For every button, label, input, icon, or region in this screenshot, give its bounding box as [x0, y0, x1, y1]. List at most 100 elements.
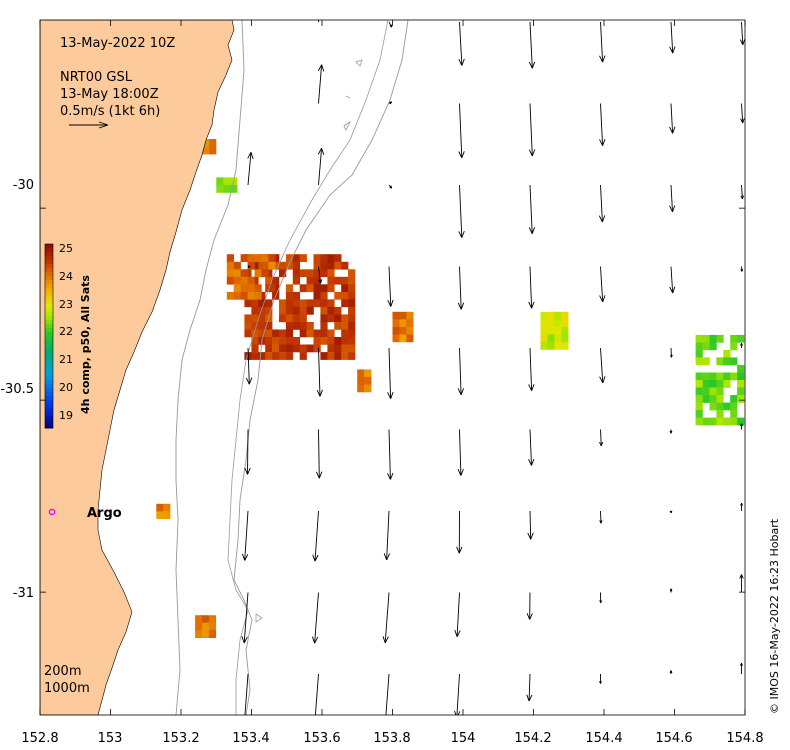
sst-pixel — [233, 284, 241, 293]
x-axis-labels: 152.8 153 153.2 153.4 153.6 153.8 154 15… — [21, 731, 763, 746]
colorbar-swatch — [45, 272, 53, 277]
current-arrow — [457, 429, 464, 476]
sst-pixel — [723, 357, 731, 366]
sst-pixel — [299, 314, 307, 323]
colorbar-swatch — [45, 336, 53, 341]
sst-pixel — [695, 387, 703, 396]
current-arrow — [241, 510, 249, 561]
sst-pixel — [313, 299, 321, 308]
sst-pixel — [341, 299, 349, 308]
sst-pixel — [254, 254, 262, 262]
sst-pixel — [399, 319, 407, 328]
colorbar-swatch — [45, 300, 53, 305]
colorbar-swatch — [45, 292, 53, 297]
sst-pixel — [202, 139, 210, 147]
sst-pixel — [702, 387, 710, 396]
colorbar-swatch — [45, 308, 53, 313]
sst-pixel — [716, 334, 724, 343]
sst-pixel — [327, 329, 335, 338]
current-arrow — [669, 103, 676, 134]
sst-pixel — [695, 417, 703, 426]
sst-pixel — [695, 334, 703, 343]
sst-pixel — [348, 344, 356, 353]
y-tick-label: -31 — [13, 586, 34, 601]
sst-pixel — [216, 185, 224, 193]
sst-pixel — [561, 311, 569, 320]
colorbar-swatch — [45, 256, 53, 261]
sst-pixel — [208, 622, 217, 631]
sst-pixel — [695, 357, 703, 366]
current-arrow — [599, 592, 603, 603]
sst-pixel — [364, 369, 372, 378]
sst-pixel — [406, 319, 414, 328]
sst-pixel — [268, 284, 276, 293]
sst-pixel — [285, 306, 294, 315]
colorbar-label: 22 — [59, 325, 73, 338]
current-arrow — [740, 343, 743, 348]
sst-pixel — [320, 329, 328, 338]
sst-pixel — [292, 322, 300, 330]
current-arrow — [599, 21, 606, 63]
sst-pixel — [216, 177, 224, 186]
current-arrow — [457, 347, 465, 395]
colorbar-label: 19 — [59, 409, 73, 422]
sst-pixel — [279, 299, 287, 308]
sst-pixel — [341, 314, 349, 323]
colorbar: 25 24 23 22 21 20 19 4h comp, p50, All S… — [44, 242, 92, 429]
sst-pixel — [320, 337, 328, 345]
colorbar-swatch — [45, 264, 53, 269]
sst-pixel — [327, 306, 335, 315]
current-arrow — [458, 184, 465, 238]
sst-pixel — [348, 291, 356, 300]
current-arrow — [457, 266, 465, 310]
sst-pixel — [251, 322, 259, 330]
sst-pixel — [292, 299, 300, 308]
sst-pixel — [251, 329, 259, 338]
sst-pixel — [272, 329, 280, 338]
sst-pixel — [540, 334, 548, 343]
land-coastline — [40, 20, 235, 715]
colorbar-swatch — [45, 284, 53, 289]
current-arrow — [739, 662, 744, 674]
sst-pixel — [695, 395, 703, 403]
sst-pixel — [348, 337, 356, 345]
sst-pixel — [364, 376, 372, 385]
colorbar-swatch — [45, 380, 53, 385]
sst-pixel — [258, 299, 266, 308]
sst-pixel — [279, 306, 287, 315]
current-arrow — [318, 20, 320, 23]
colorbar-swatch — [45, 248, 53, 253]
current-arrow — [388, 21, 393, 28]
colorbar-label: 25 — [59, 242, 73, 255]
colorbar-label: 24 — [59, 270, 73, 283]
sst-pixel — [334, 314, 342, 323]
contour-1000m — [233, 20, 409, 715]
sst-pixel — [285, 299, 294, 308]
sst-pixel — [247, 261, 255, 270]
sst-pixel — [730, 402, 738, 411]
colorbar-swatch — [45, 360, 53, 365]
sst-pixel — [208, 630, 217, 638]
sst-pixel — [285, 344, 294, 353]
sst-pixel — [247, 276, 255, 285]
sst-pixel — [554, 311, 562, 320]
sst-pixel — [540, 311, 548, 320]
sst-pixel — [709, 342, 717, 351]
argo-float-marker[interactable] — [48, 508, 56, 516]
sst-pixel — [723, 380, 731, 388]
sst-pixel — [702, 334, 710, 343]
sst-pixel — [209, 139, 217, 147]
sst-pixel — [320, 284, 328, 293]
sst-pixel — [399, 334, 407, 343]
contour-200m — [175, 20, 245, 715]
current-arrow — [241, 592, 249, 644]
sst-pixel — [306, 329, 314, 338]
x-tick-label: 154.8 — [726, 731, 763, 746]
sst-pixel — [348, 314, 356, 323]
colorbar-swatch — [45, 348, 53, 353]
sst-pixel — [695, 342, 703, 351]
sst-pixel — [392, 326, 400, 335]
current-arrow — [387, 347, 394, 399]
sst-pixel — [547, 334, 555, 343]
sst-pixel — [723, 402, 731, 411]
